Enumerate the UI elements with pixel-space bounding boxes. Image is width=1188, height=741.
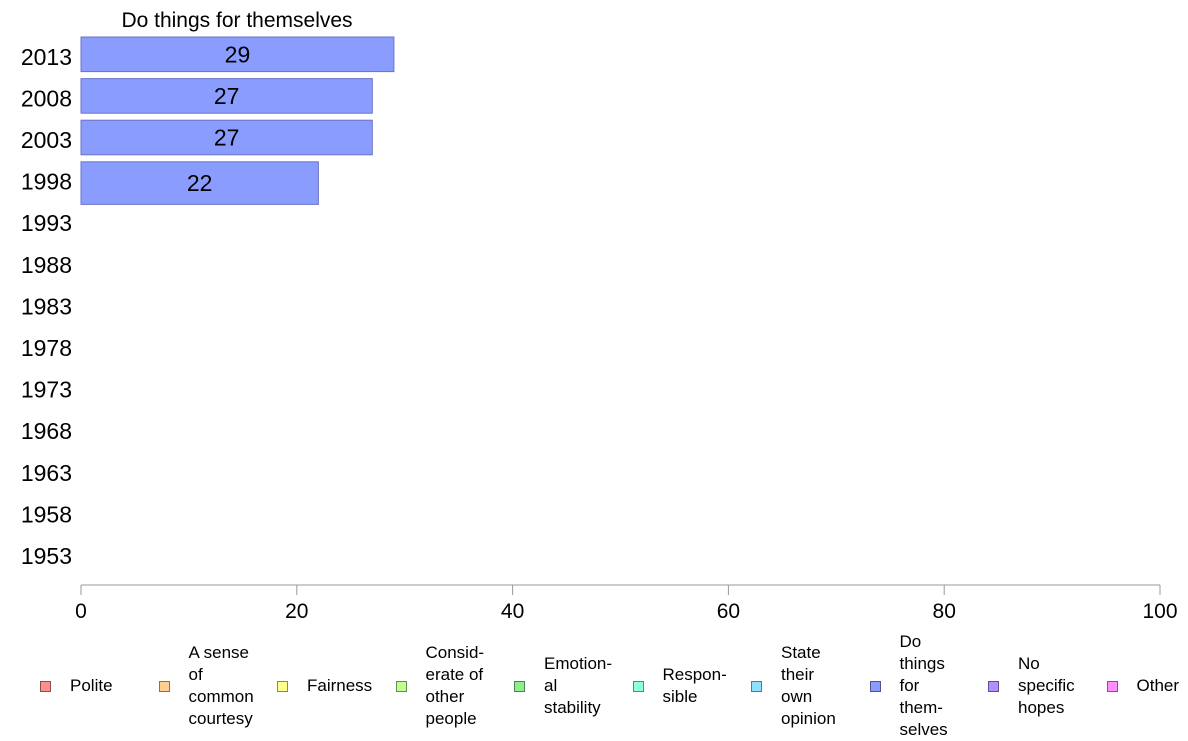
year-label: 1993 xyxy=(21,210,72,236)
bar-value-label: 27 xyxy=(214,125,240,151)
chart-title: Do things for themselves xyxy=(121,9,352,32)
legend-label: Do things for them- selves xyxy=(900,636,992,736)
legend-label: No specific hopes xyxy=(1018,636,1110,736)
legend-swatch xyxy=(396,681,407,692)
legend-swatch xyxy=(40,681,51,692)
legend-swatch xyxy=(988,681,999,692)
year-label: 1963 xyxy=(21,460,72,486)
x-tick-label: 100 xyxy=(1142,600,1177,623)
legend-label: Emotion- al stability xyxy=(544,636,636,736)
year-label: 2008 xyxy=(21,85,72,111)
x-tick-label: 0 xyxy=(75,600,87,623)
legend-swatch xyxy=(633,681,644,692)
legend-swatch xyxy=(751,681,762,692)
year-label: 1953 xyxy=(21,543,72,569)
legend-swatch xyxy=(159,681,170,692)
legend-swatch xyxy=(1107,681,1118,692)
x-tick-label: 20 xyxy=(285,600,308,623)
legend-label: Polite xyxy=(70,636,162,736)
legend: Polite A sense of common courtesy Fairness… xyxy=(0,636,1188,736)
x-tick-label: 60 xyxy=(717,600,740,623)
bar-value-label: 27 xyxy=(214,83,240,109)
year-label: 1998 xyxy=(21,169,72,195)
year-label: 1978 xyxy=(21,335,72,361)
legend-label: A sense of common courtesy xyxy=(189,636,281,736)
legend-swatch xyxy=(514,681,525,692)
legend-label: Other xyxy=(1137,636,1188,736)
year-label: 1983 xyxy=(21,293,72,319)
year-label: 2003 xyxy=(21,127,72,153)
legend-label: State their own opinion xyxy=(781,636,873,736)
bar-value-label: 29 xyxy=(225,41,251,67)
x-tick-label: 80 xyxy=(933,600,956,623)
year-label: 2013 xyxy=(21,44,72,70)
year-label: 1988 xyxy=(21,252,72,278)
year-label: 1973 xyxy=(21,377,72,403)
legend-label: Consid- erate of other people xyxy=(426,636,518,736)
legend-swatch xyxy=(870,681,881,692)
year-label: 1958 xyxy=(21,501,72,527)
year-label: 1968 xyxy=(21,418,72,444)
chart: Do things for themselves 2013 2008 2003 199… xyxy=(0,0,1188,636)
legend-swatch xyxy=(277,681,288,692)
bar-value-label: 22 xyxy=(187,170,213,196)
x-tick-label: 40 xyxy=(501,600,524,623)
legend-label: Fairness xyxy=(307,636,399,736)
legend-label: Respon- sible xyxy=(663,636,755,736)
